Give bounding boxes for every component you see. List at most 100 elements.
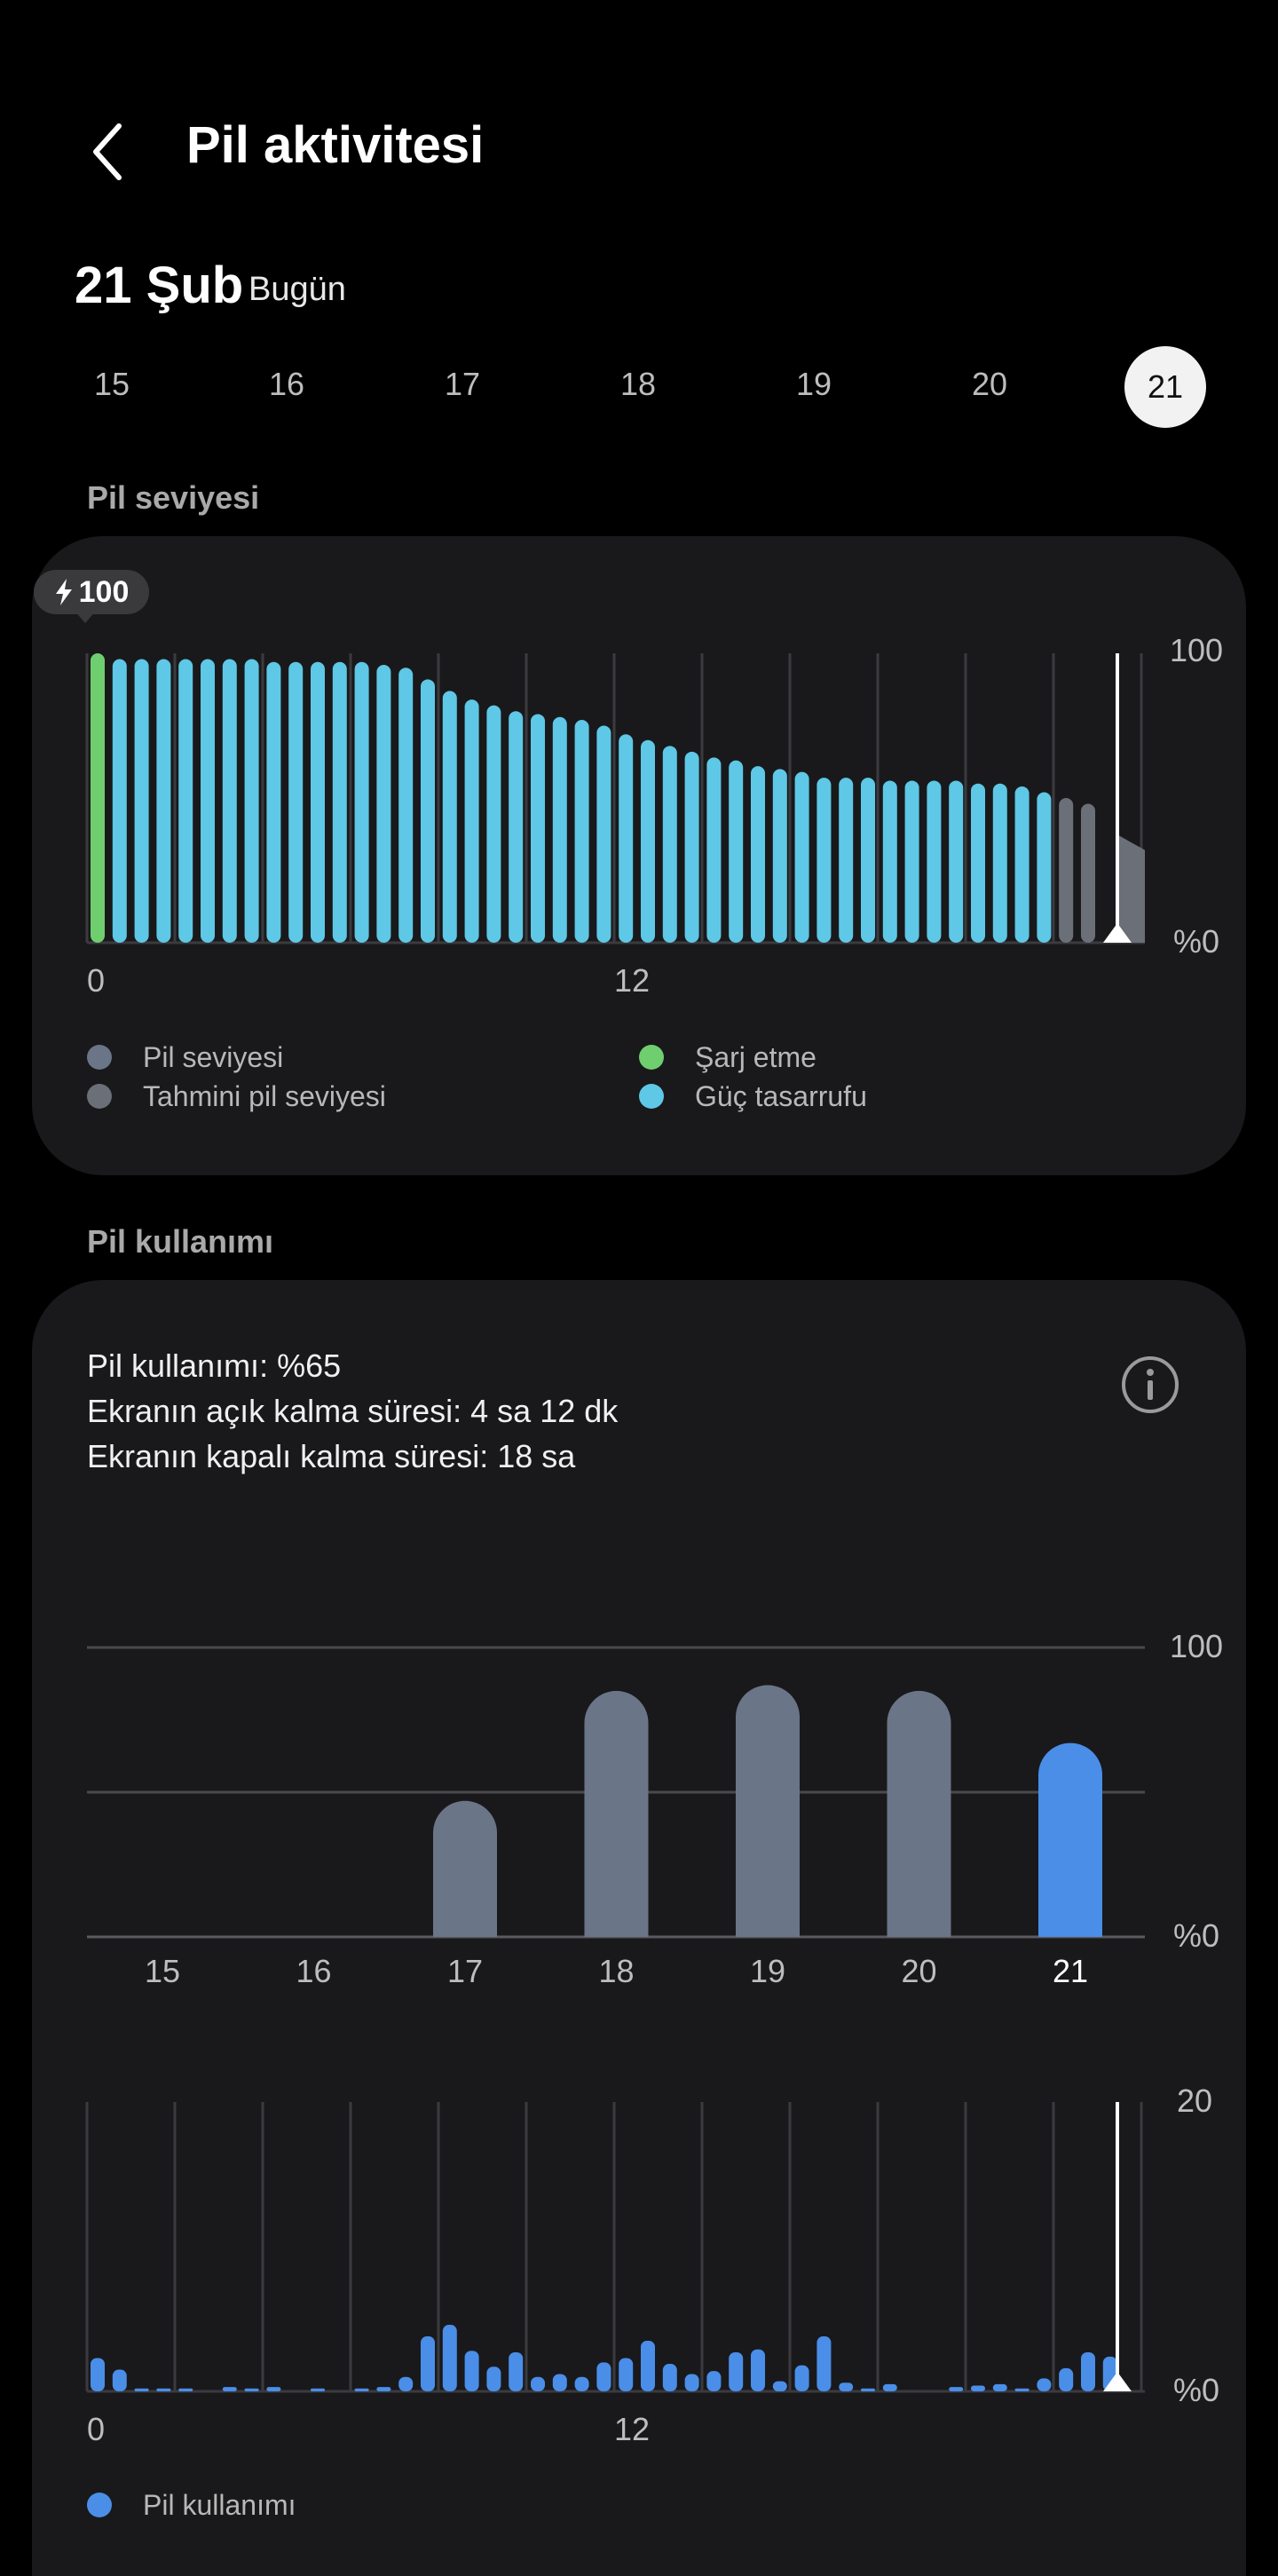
power-saving-bar: [222, 659, 237, 943]
power-saving-bar: [486, 705, 501, 943]
hourly-bar: [464, 2351, 479, 2391]
battery-peak-badge: 100: [34, 570, 149, 614]
power-saving-bar: [244, 659, 259, 943]
daily-bar: [887, 1690, 951, 1937]
hourly-bar: [992, 2383, 1007, 2391]
daily-x-label-21: 21: [1052, 1953, 1089, 1989]
power-saving-bar: [839, 778, 854, 943]
hourly-bar: [398, 2376, 414, 2391]
hourly-bar: [839, 2382, 854, 2391]
power-saving-bar: [376, 665, 391, 943]
power-saving-bar: [596, 725, 611, 943]
daily-bar: [736, 1685, 800, 1937]
daily-x-label-18: 18: [598, 1953, 635, 1989]
legend-dot-power-saving: [639, 1084, 664, 1109]
info-button[interactable]: [1120, 1355, 1180, 1415]
hourly-bar: [684, 2374, 699, 2391]
power-saving-bar: [442, 691, 457, 943]
hourly-bar: [552, 2374, 567, 2391]
power-saving-bar: [112, 659, 127, 943]
chevron-left-icon: [93, 123, 122, 180]
hourly-bar: [1037, 2378, 1052, 2391]
power-saving-bar: [464, 699, 479, 943]
power-saving-bar: [927, 780, 942, 943]
info-icon: [1122, 1356, 1179, 1413]
day-20[interactable]: 20: [971, 366, 1008, 402]
hourly-bar: [1014, 2388, 1030, 2391]
power-saving-bar: [134, 659, 149, 943]
daily-y-bottom: %0: [1173, 1917, 1220, 1954]
level-x-mid: 12: [614, 962, 651, 999]
level-x-start: 0: [87, 962, 106, 999]
power-saving-bar: [662, 746, 677, 943]
daily-x-label-17: 17: [446, 1953, 484, 1989]
forecast-area: [1119, 835, 1145, 943]
hourly-bar: [376, 2387, 391, 2391]
level-y-bottom: %0: [1173, 923, 1220, 960]
power-saving-bar: [1014, 786, 1030, 943]
hourly-bar: [509, 2351, 524, 2391]
power-saving-bar: [288, 661, 304, 943]
power-saving-bar: [684, 751, 699, 943]
now-marker-triangle: [1103, 923, 1132, 943]
power-saving-bar: [619, 734, 634, 943]
power-saving-bar: [552, 716, 567, 943]
usage-section-title: Pil kullanımı: [87, 1223, 274, 1260]
power-saving-bar: [156, 659, 171, 943]
page-title: Pil aktivitesi: [186, 116, 485, 174]
legend-level: Pil seviyesi: [143, 1041, 284, 1073]
hourly-bar: [751, 2349, 765, 2391]
power-saving-bar: [332, 661, 347, 943]
power-saving-bar: [904, 780, 919, 943]
day-21-selected[interactable]: 21: [1124, 346, 1206, 428]
hourly-bar: [729, 2351, 744, 2391]
charging-bar: [91, 653, 105, 943]
legend-dot-charging: [639, 1045, 664, 1070]
screen-on-time: Ekranın açık kalma süresi: 4 sa 12 dk: [87, 1393, 619, 1429]
badge-pointer: [75, 611, 96, 623]
hourly-y-bottom: %0: [1173, 2372, 1220, 2408]
legend-estimated: Tahmini pil seviyesi: [143, 1080, 386, 1112]
battery-level-section-title: Pil seviyesi: [87, 479, 260, 516]
daily-bar: [584, 1690, 649, 1937]
hourly-bar: [662, 2364, 677, 2391]
day-17[interactable]: 17: [444, 366, 481, 402]
power-saving-bar: [311, 661, 325, 943]
power-saving-bar: [266, 661, 281, 943]
hourly-bar: [442, 2325, 457, 2391]
power-saving-bar: [421, 679, 435, 943]
battery-peak-value: 100: [78, 574, 130, 609]
level-y-top: 100: [1170, 632, 1224, 668]
screen-off-time: Ekranın kapalı kalma süresi: 18 sa: [87, 1438, 576, 1474]
hourly-bar: [949, 2387, 964, 2391]
hourly-bar: [574, 2376, 589, 2391]
power-saving-bar: [354, 661, 369, 943]
day-19[interactable]: 19: [795, 366, 832, 402]
daily-y-top: 100: [1170, 1628, 1224, 1664]
back-button[interactable]: [89, 122, 142, 181]
hourly-bar: [531, 2376, 545, 2391]
bolt-icon: [55, 579, 72, 605]
hourly-bar: [596, 2362, 611, 2391]
power-saving-bar: [772, 769, 787, 943]
hourly-bar: [156, 2388, 171, 2391]
power-saving-bar: [509, 711, 524, 943]
power-saving-bar: [574, 719, 589, 943]
legend-charging: Şarj etme: [695, 1041, 816, 1073]
power-saving-bar: [178, 659, 193, 943]
day-18[interactable]: 18: [619, 366, 657, 402]
hourly-bar: [772, 2381, 787, 2391]
hourly-x-start: 0: [87, 2411, 106, 2447]
power-saving-bar: [971, 783, 985, 943]
power-saving-bar: [949, 780, 964, 943]
daily-usage-chart: [87, 1646, 1145, 1939]
hourly-bar: [882, 2383, 897, 2391]
hourly-bar: [134, 2388, 149, 2391]
day-16[interactable]: 16: [268, 366, 305, 402]
hourly-usage-chart: [85, 2102, 1145, 2393]
day-15[interactable]: 15: [93, 366, 130, 402]
daily-bar-today: [1038, 1742, 1102, 1937]
hourly-bar: [861, 2388, 875, 2391]
power-saving-bar: [641, 739, 655, 943]
hourly-bar: [971, 2385, 985, 2391]
